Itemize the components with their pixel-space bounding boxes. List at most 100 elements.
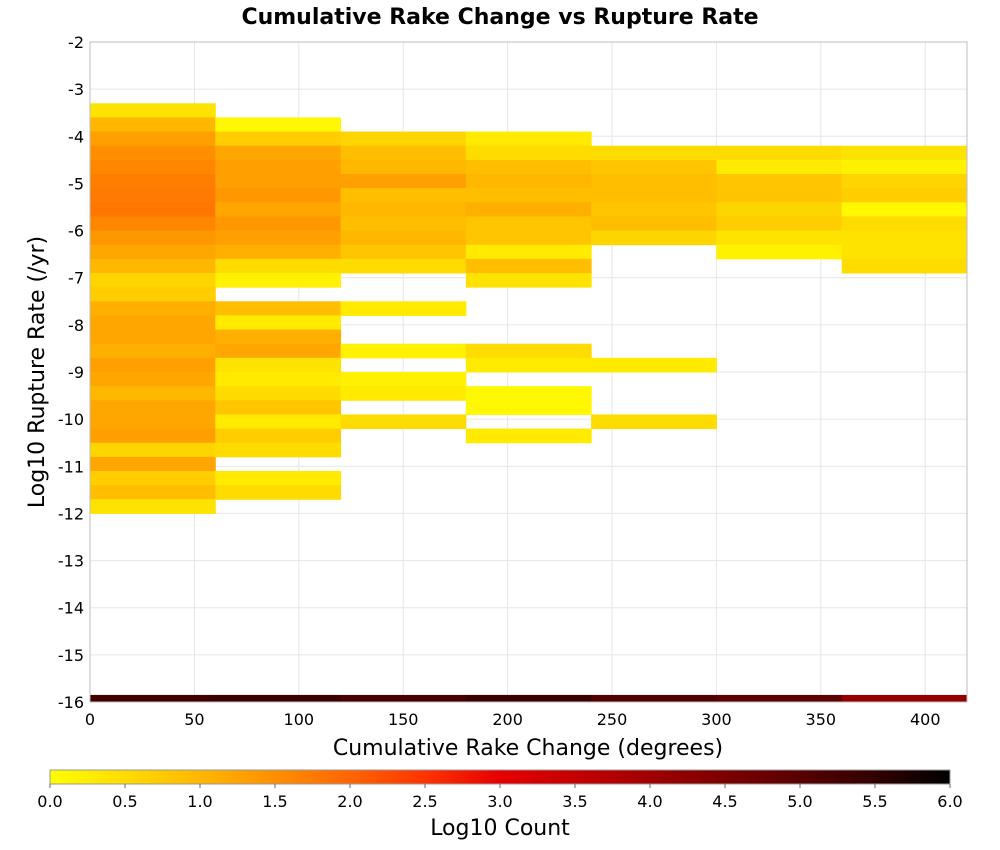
- x-tick-label: 0: [85, 710, 95, 729]
- x-tick-label: 300: [701, 710, 732, 729]
- heatmap-cell-bottom-row: [215, 694, 342, 702]
- y-tick-label: -15: [58, 646, 84, 665]
- heatmap-cell: [215, 428, 342, 444]
- heatmap-cell: [215, 343, 342, 359]
- heatmap-cell: [215, 159, 342, 175]
- heatmap-cell: [215, 131, 342, 147]
- heatmap-cell: [340, 343, 467, 359]
- heatmap-cell: [90, 315, 216, 331]
- y-axis-label: Log10 Rupture Rate (/yr): [25, 236, 50, 508]
- heatmap-cell: [841, 202, 968, 217]
- heatmap-cell: [465, 230, 592, 246]
- y-tick-label: -10: [58, 410, 84, 429]
- colorbar: [49, 769, 951, 785]
- y-tick-label: -12: [58, 504, 84, 523]
- x-tick-label: 100: [284, 710, 315, 729]
- heatmap-cell: [340, 202, 467, 217]
- heatmap-cell: [215, 357, 342, 373]
- heatmap-cell: [215, 414, 342, 430]
- heatmap-cell-bottom-row: [90, 694, 216, 702]
- heatmap-cell: [215, 301, 342, 316]
- y-tick-label: -8: [68, 316, 84, 335]
- heatmap-cell: [340, 414, 467, 430]
- colorbar-tick-label: 3.0: [487, 792, 512, 811]
- heatmap-cell: [215, 400, 342, 415]
- heatmap-cell: [90, 230, 216, 246]
- heatmap-cell: [591, 188, 717, 203]
- heatmap-cell: [841, 174, 968, 189]
- heatmap-cell: [90, 343, 216, 359]
- heatmap-cell: [90, 174, 216, 189]
- heatmap-cell: [591, 174, 717, 189]
- heatmap-cell: [465, 258, 592, 274]
- heatmap-cell: [215, 372, 342, 387]
- y-tick-label: -7: [68, 269, 84, 288]
- heatmap-cell: [215, 258, 342, 274]
- heatmap-cell-bottom-row: [340, 694, 467, 702]
- heatmap-cell: [465, 159, 592, 175]
- y-tick-label: -2: [68, 33, 84, 52]
- y-axis-ticks: -2 -3 -4 -5 -6 -7 -8 -9 -10 -11 -12 -13 -14 -15 -16: [58, 33, 84, 712]
- y-tick-label: -14: [58, 599, 84, 618]
- heatmap-cell-bottom-row: [591, 694, 717, 702]
- heatmap-cell: [340, 216, 467, 232]
- heatmap-cell: [340, 145, 467, 161]
- heatmap-cell: [215, 174, 342, 189]
- heatmap-cell: [215, 145, 342, 161]
- heatmap-cell: [716, 244, 843, 260]
- heatmap-cell: [90, 372, 216, 387]
- heatmap-cell: [465, 131, 592, 147]
- colorbar-tick-label: 1.5: [262, 792, 287, 811]
- heatmap-cell: [841, 216, 968, 232]
- heatmap-cell-bottom-row: [716, 694, 843, 702]
- x-tick-label: 200: [492, 710, 523, 729]
- colorbar-tick-label: 5.5: [862, 792, 887, 811]
- colorbar-tick-label: 3.5: [562, 792, 587, 811]
- heatmap-cell: [90, 386, 216, 401]
- heatmap-cell: [716, 145, 843, 161]
- heatmap-cell: [215, 202, 342, 217]
- y-tick-label: -3: [68, 80, 84, 99]
- colorbar-ticks: 0.0 0.5 1.0 1.5 2.0 2.5 3.0 3.5 4.0 4.5 5.0 5.5 6.0: [37, 784, 963, 811]
- colorbar-tick-label: 0.5: [112, 792, 137, 811]
- heatmap-cell: [215, 471, 342, 486]
- heatmap-cell: [841, 258, 968, 274]
- heatmap-cell: [841, 230, 968, 246]
- heatmap-cell: [215, 244, 342, 260]
- heatmap-cell: [716, 216, 843, 232]
- heatmap-cell: [591, 145, 717, 161]
- heatmap-cell: [215, 315, 342, 331]
- heatmap-cell: [90, 216, 216, 232]
- heatmap-cell: [215, 329, 342, 345]
- heatmap-cell: [90, 471, 216, 486]
- heatmap-cell: [215, 117, 342, 133]
- heatmap-cell: [215, 188, 342, 203]
- heatmap-cell: [465, 216, 592, 232]
- heatmap-cell: [591, 159, 717, 175]
- heatmap-cell: [591, 202, 717, 217]
- heatmap-cell: [90, 117, 216, 133]
- y-tick-label: -4: [68, 127, 84, 146]
- plot-frame: [89, 41, 968, 703]
- heatmap-cell: [465, 343, 592, 359]
- heatmap-cell: [215, 485, 342, 500]
- colorbar-tick-label: 0.0: [37, 792, 62, 811]
- heatmap-cell: [90, 244, 216, 260]
- heatmap-cell: [465, 174, 592, 189]
- heatmap-cell: [90, 188, 216, 203]
- heatmap-cell: [90, 485, 216, 500]
- heatmap-cell: [90, 499, 216, 514]
- heatmap-cell: [465, 400, 592, 415]
- heatmap-cell: [90, 145, 216, 161]
- heatmap-cell: [465, 428, 592, 444]
- heatmap-cell: [340, 244, 467, 260]
- heatmap-cell: [215, 386, 342, 401]
- heatmap-cell: [591, 230, 717, 246]
- heatmap-cell: [215, 442, 342, 458]
- heatmap-cell: [340, 159, 467, 175]
- heatmap-cell: [340, 386, 467, 401]
- colorbar-tick-label: 2.5: [412, 792, 437, 811]
- heatmap-cell: [90, 202, 216, 217]
- x-tick-label: 400: [910, 710, 941, 729]
- x-tick-label: 350: [806, 710, 837, 729]
